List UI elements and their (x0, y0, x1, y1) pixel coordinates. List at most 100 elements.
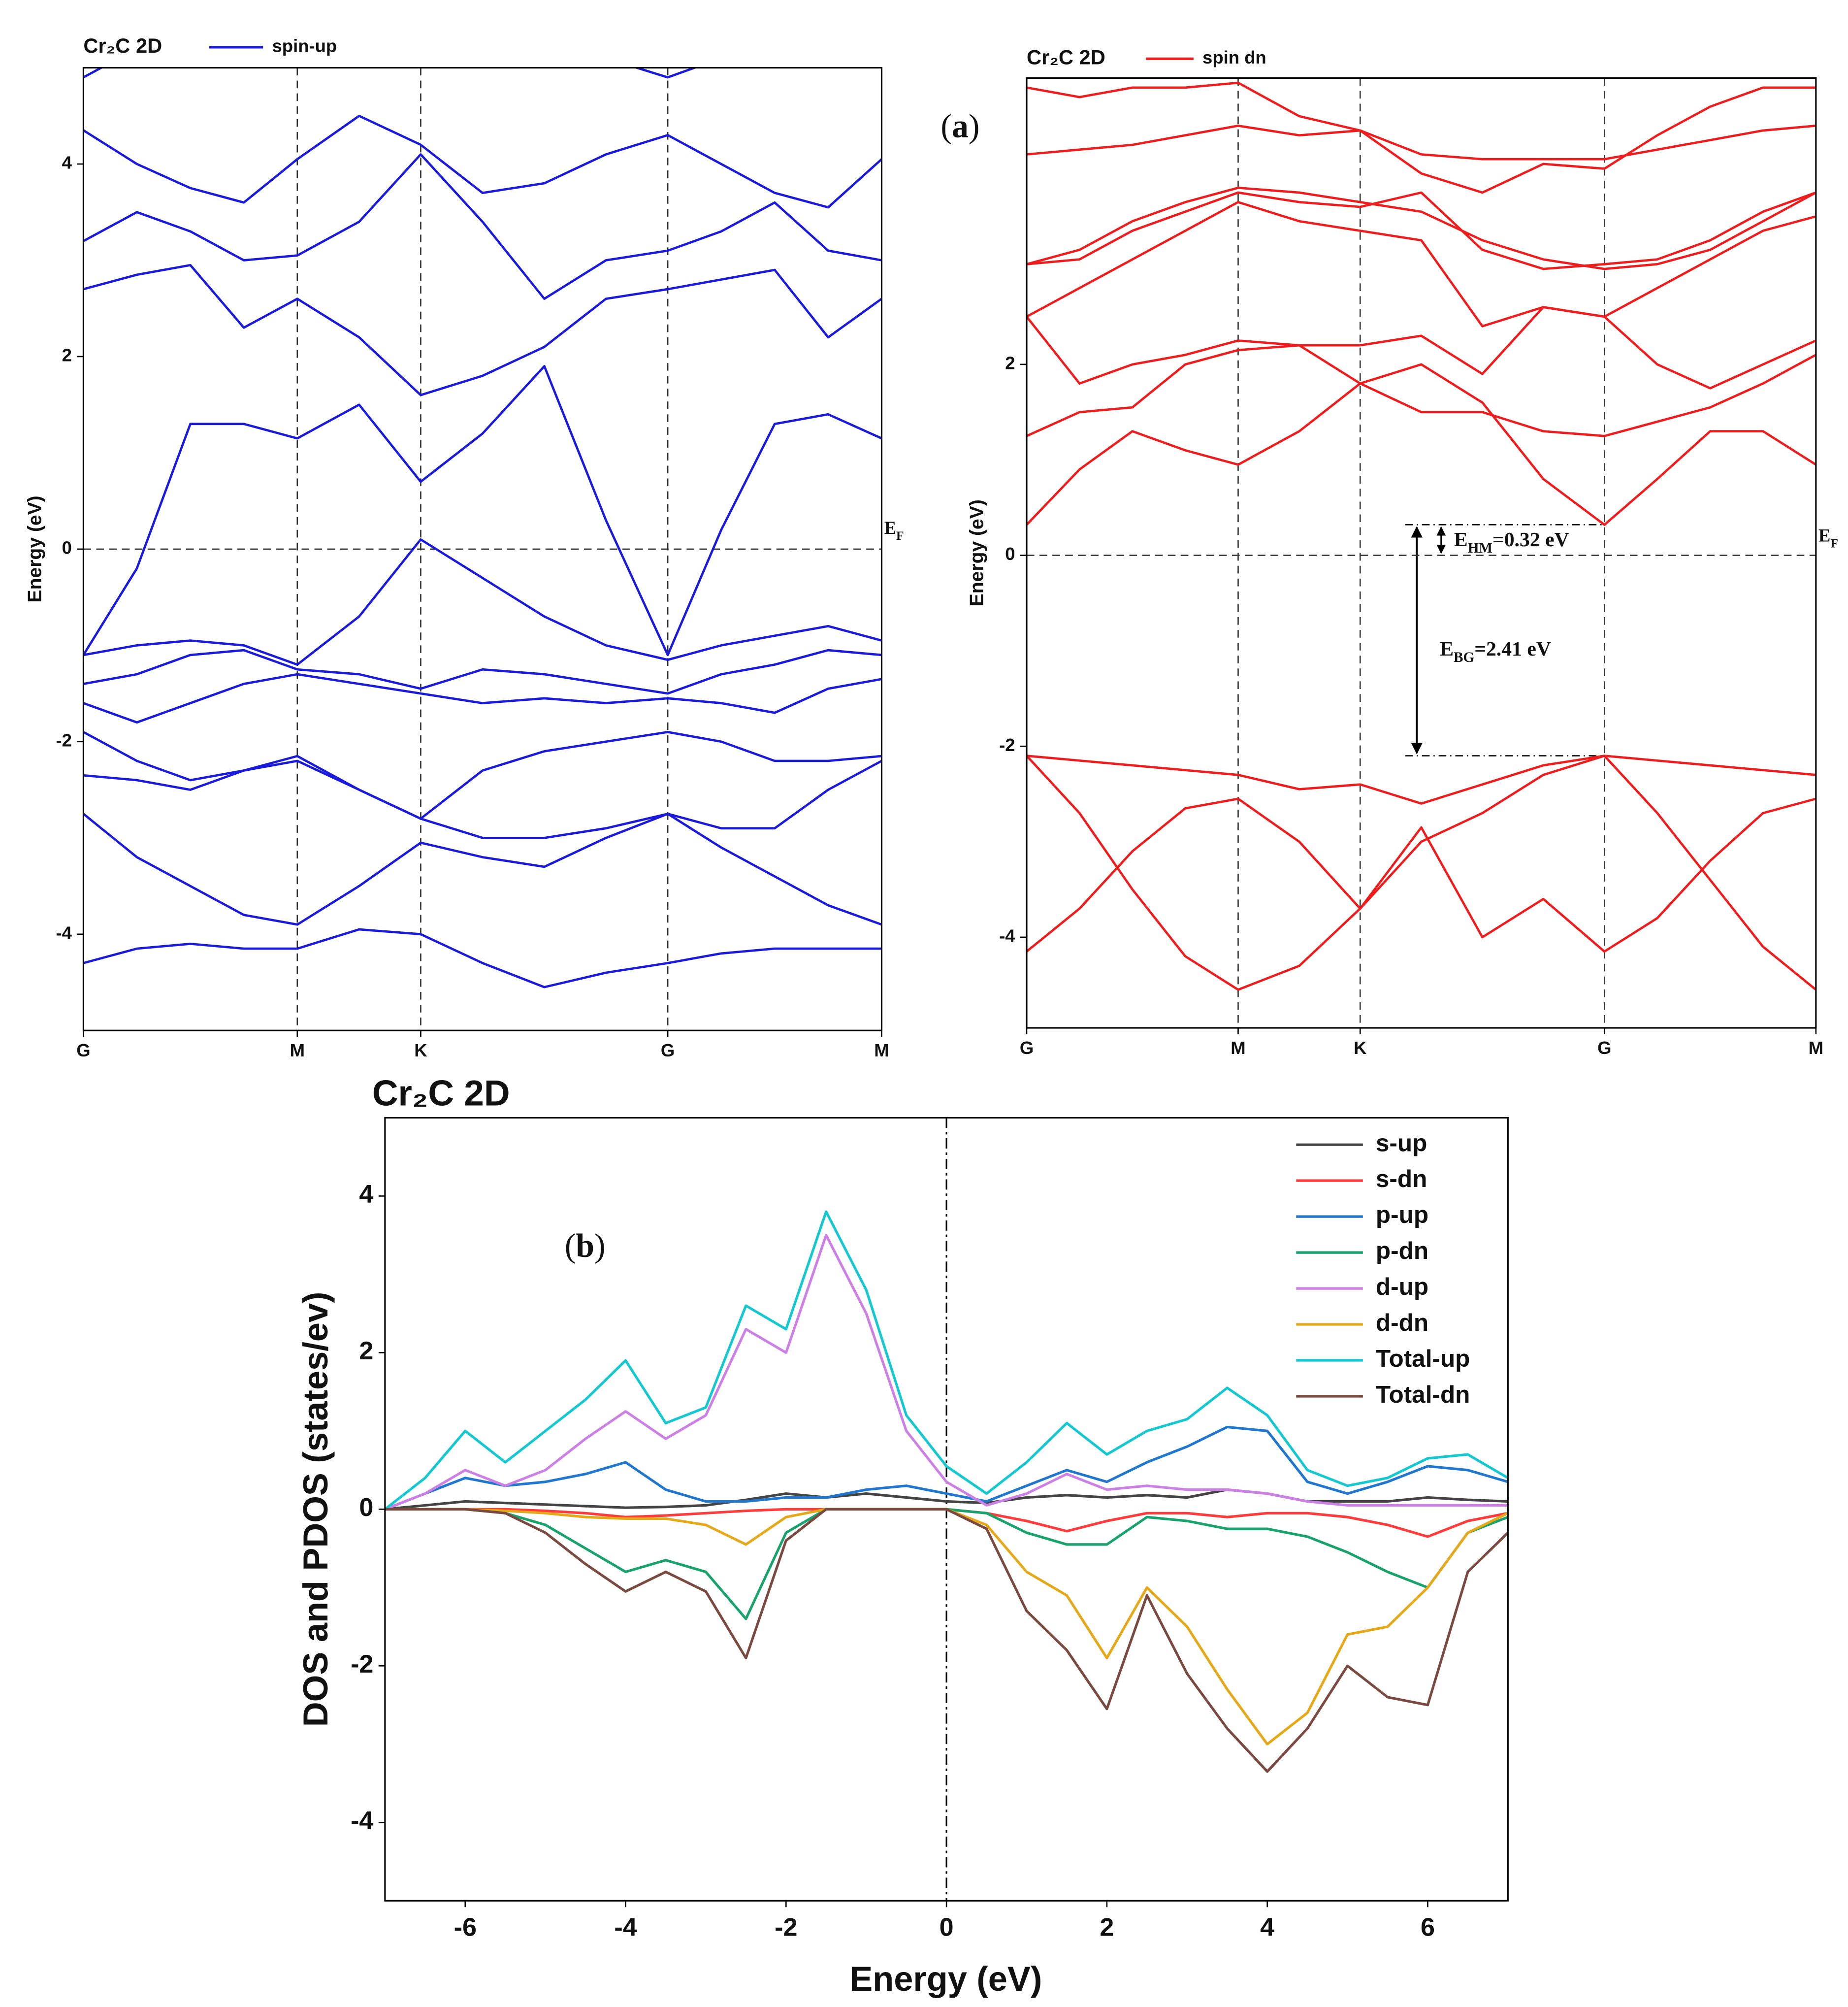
x-tick-label: -4 (614, 1913, 637, 1941)
band-line (83, 928, 882, 988)
annotation-part: E (1440, 637, 1454, 660)
legend-label: spin dn (1202, 47, 1266, 67)
x-tick-label: G (661, 1040, 675, 1060)
band-line (83, 673, 882, 724)
dos-line (385, 1234, 1508, 1511)
plot-frame (384, 1117, 1509, 1902)
y-tick-label: 0 (62, 538, 72, 558)
legend-label: Total-dn (1376, 1381, 1470, 1408)
annotation-part: E (1818, 526, 1830, 546)
annotation: (b) (565, 1227, 606, 1264)
band-line (83, 263, 882, 396)
x-tick-label: K (414, 1040, 427, 1060)
x-tick-label: 0 (940, 1913, 954, 1941)
band-line (1027, 363, 1816, 526)
x-tick-label: 2 (1100, 1913, 1114, 1941)
legend-label: d-up (1376, 1273, 1428, 1300)
band-line (83, 538, 882, 666)
plot-area (83, 67, 882, 988)
chart-title: Cr₂C 2D (372, 1073, 510, 1113)
x-tick-label: K (1354, 1038, 1366, 1058)
annotation: (a) (940, 107, 979, 144)
band-line (83, 153, 882, 300)
x-tick-label: G (1020, 1038, 1034, 1058)
x-tick-label: -2 (775, 1913, 797, 1941)
band-line (1027, 755, 1816, 805)
band-line (1027, 755, 1816, 991)
band-line (83, 759, 882, 839)
legend-label: p-dn (1376, 1237, 1428, 1264)
annotation-part: =2.41 eV (1474, 637, 1551, 660)
y-tick-label: 2 (359, 1337, 373, 1365)
y-tick-label: -2 (56, 730, 72, 750)
band-line (83, 67, 698, 79)
y-tick-label: -4 (351, 1807, 373, 1835)
x-tick-label: M (1809, 1038, 1823, 1058)
y-tick-label: 4 (62, 153, 72, 173)
chart: Cr₂C 2D DOS and PDOS (states/ev) Energy (e… (296, 1073, 1509, 1998)
dos-line (385, 1508, 1508, 1773)
x-tick-label: G (76, 1040, 90, 1060)
plot-area (385, 1210, 1508, 1773)
band-line (83, 730, 882, 820)
plot-frame (82, 66, 883, 1031)
dos-line (385, 1425, 1508, 1511)
band-line (83, 114, 882, 209)
annotation-part: ) (594, 1227, 606, 1264)
band-line (1027, 306, 1816, 390)
y-tick-label: -4 (56, 922, 72, 943)
annotation: EF (884, 518, 904, 543)
annotation-part: E (1454, 528, 1468, 551)
band-line (1027, 201, 1816, 328)
band-line (1027, 186, 1816, 270)
band-line (1027, 344, 1816, 437)
band-line (1027, 124, 1816, 161)
y-tick-label: 4 (359, 1180, 373, 1209)
annotation: EHM=0.32 eV (1454, 528, 1569, 556)
y-axis-label: Energy (eV) (24, 495, 45, 602)
annotation: EBG=2.41 eV (1440, 637, 1551, 665)
y-tick-label: 0 (1005, 544, 1015, 564)
x-tick-label: -6 (454, 1913, 477, 1941)
legend-label: spin-up (272, 35, 337, 56)
legend-label: p-up (1376, 1201, 1428, 1228)
x-tick-label: M (290, 1040, 305, 1060)
chart-title: Cr₂C 2D (1027, 45, 1105, 68)
annotation-part: ( (940, 107, 952, 144)
x-tick-label: M (874, 1040, 889, 1060)
annotation-part: =0.32 eV (1492, 528, 1569, 551)
y-tick-label: -4 (999, 926, 1015, 946)
dos-line (385, 1488, 1508, 1511)
y-tick-label: 2 (62, 345, 72, 365)
annotation-part: a (952, 107, 969, 144)
annotation-part: ( (565, 1227, 576, 1264)
y-tick-label: 2 (1005, 353, 1015, 373)
legend-label: s-up (1376, 1129, 1427, 1156)
annotation-part: ) (969, 107, 980, 144)
y-tick-label: -2 (351, 1650, 373, 1678)
y-tick-label: -2 (999, 735, 1015, 755)
band-line (83, 813, 882, 926)
band-line (83, 365, 882, 657)
x-axis-label: Energy (eV) (849, 1959, 1042, 1998)
annotation-part: F (1830, 536, 1838, 551)
annotation-part: E (884, 518, 896, 538)
plot-area (1027, 81, 1816, 991)
annotation-part: b (576, 1227, 594, 1264)
band-line (1027, 191, 1816, 270)
plot-frame (1026, 77, 1817, 1029)
band-line (1027, 81, 1816, 194)
y-axis-label: DOS and PDOS (states/ev) (296, 1292, 335, 1727)
y-axis-label: Energy (eV) (966, 499, 987, 606)
annotation-part: HM (1468, 540, 1492, 556)
band-line (1027, 755, 1816, 991)
annotation-part: BG (1454, 649, 1474, 665)
band-line (83, 649, 882, 695)
chart-title: Cr₂C 2D (83, 34, 162, 57)
x-tick-label: G (1597, 1038, 1611, 1058)
x-tick-label: 6 (1421, 1913, 1435, 1941)
legend-label: Total-up (1376, 1345, 1470, 1372)
